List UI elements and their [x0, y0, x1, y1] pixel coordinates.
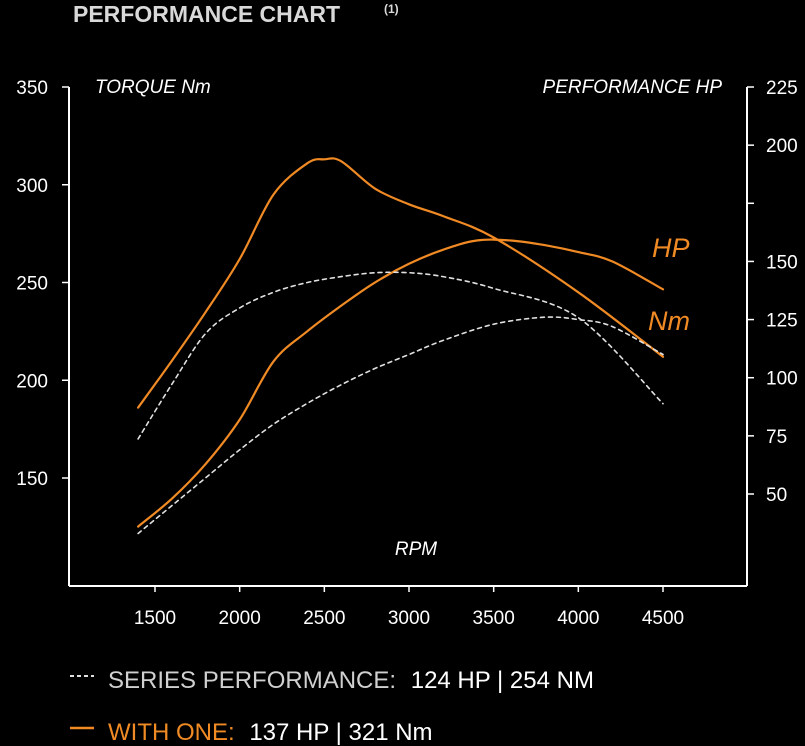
series-line-series-hp — [137, 316, 664, 535]
right-tick-label-100: 100 — [766, 369, 798, 390]
hp-series-label: HP — [652, 233, 690, 263]
x-axis-title: RPM — [395, 539, 437, 560]
left-tick-label-250: 250 — [16, 274, 48, 295]
legend-series-text: SERIES PERFORMANCE: 124 HP | 254 NM — [108, 667, 594, 694]
legend-with-one-text: WITH ONE: 137 HP | 321 Nm — [108, 719, 433, 746]
right-tick-label-200: 200 — [766, 136, 798, 157]
chart-title-note: (1) — [384, 2, 399, 16]
series-line-with-one-torque — [137, 157, 665, 409]
right-tick-label-125: 125 — [766, 311, 798, 332]
legend-series-value: 124 HP | 254 NM — [411, 667, 594, 694]
x-tick-label-2000: 2000 — [219, 608, 261, 629]
legend-series-label: SERIES PERFORMANCE: — [108, 667, 396, 694]
left-tick-label-350: 350 — [16, 78, 48, 99]
right-tick-label-225: 225 — [766, 78, 798, 99]
nm-series-label: Nm — [648, 306, 690, 336]
right-tick-label-75: 75 — [766, 427, 787, 448]
legend-with-one-label: WITH ONE: — [108, 719, 235, 746]
left-tick-label-150: 150 — [16, 469, 48, 490]
series-layer — [137, 157, 665, 535]
x-tick-label-3500: 3500 — [473, 608, 515, 629]
x-tick-label-1500: 1500 — [134, 608, 176, 629]
chart-title: PERFORMANCE CHART — [73, 1, 340, 27]
left-tick-label-300: 300 — [16, 176, 48, 197]
x-tick-label-2500: 2500 — [303, 608, 345, 629]
left-axis-title: TORQUE Nm — [95, 77, 211, 98]
legend-item-with-one: WITH ONE: 137 HP | 321 Nm — [70, 719, 433, 746]
x-tick-label-4500: 4500 — [642, 608, 684, 629]
legend-item-series: SERIES PERFORMANCE: 124 HP | 254 NM — [70, 667, 594, 694]
legend-with-one-value: 137 HP | 321 Nm — [249, 719, 432, 746]
right-tick-label-50: 50 — [766, 485, 787, 506]
chart-axes — [68, 87, 748, 587]
legend: SERIES PERFORMANCE: 124 HP | 254 NM WITH… — [70, 667, 594, 746]
right-axis-title: PERFORMANCE HP — [543, 77, 723, 98]
right-tick-label-150: 150 — [766, 252, 798, 273]
series-line-series-torque — [137, 271, 664, 440]
series-line-with-one-hp — [137, 238, 665, 528]
x-tick-label-4000: 4000 — [557, 608, 599, 629]
x-tick-label-3000: 3000 — [388, 608, 430, 629]
axis-ticks: 1500 2000 2500 3000 3500 4000 4500 150 200 250 300… — [16, 78, 797, 629]
left-tick-label-200: 200 — [16, 371, 48, 392]
